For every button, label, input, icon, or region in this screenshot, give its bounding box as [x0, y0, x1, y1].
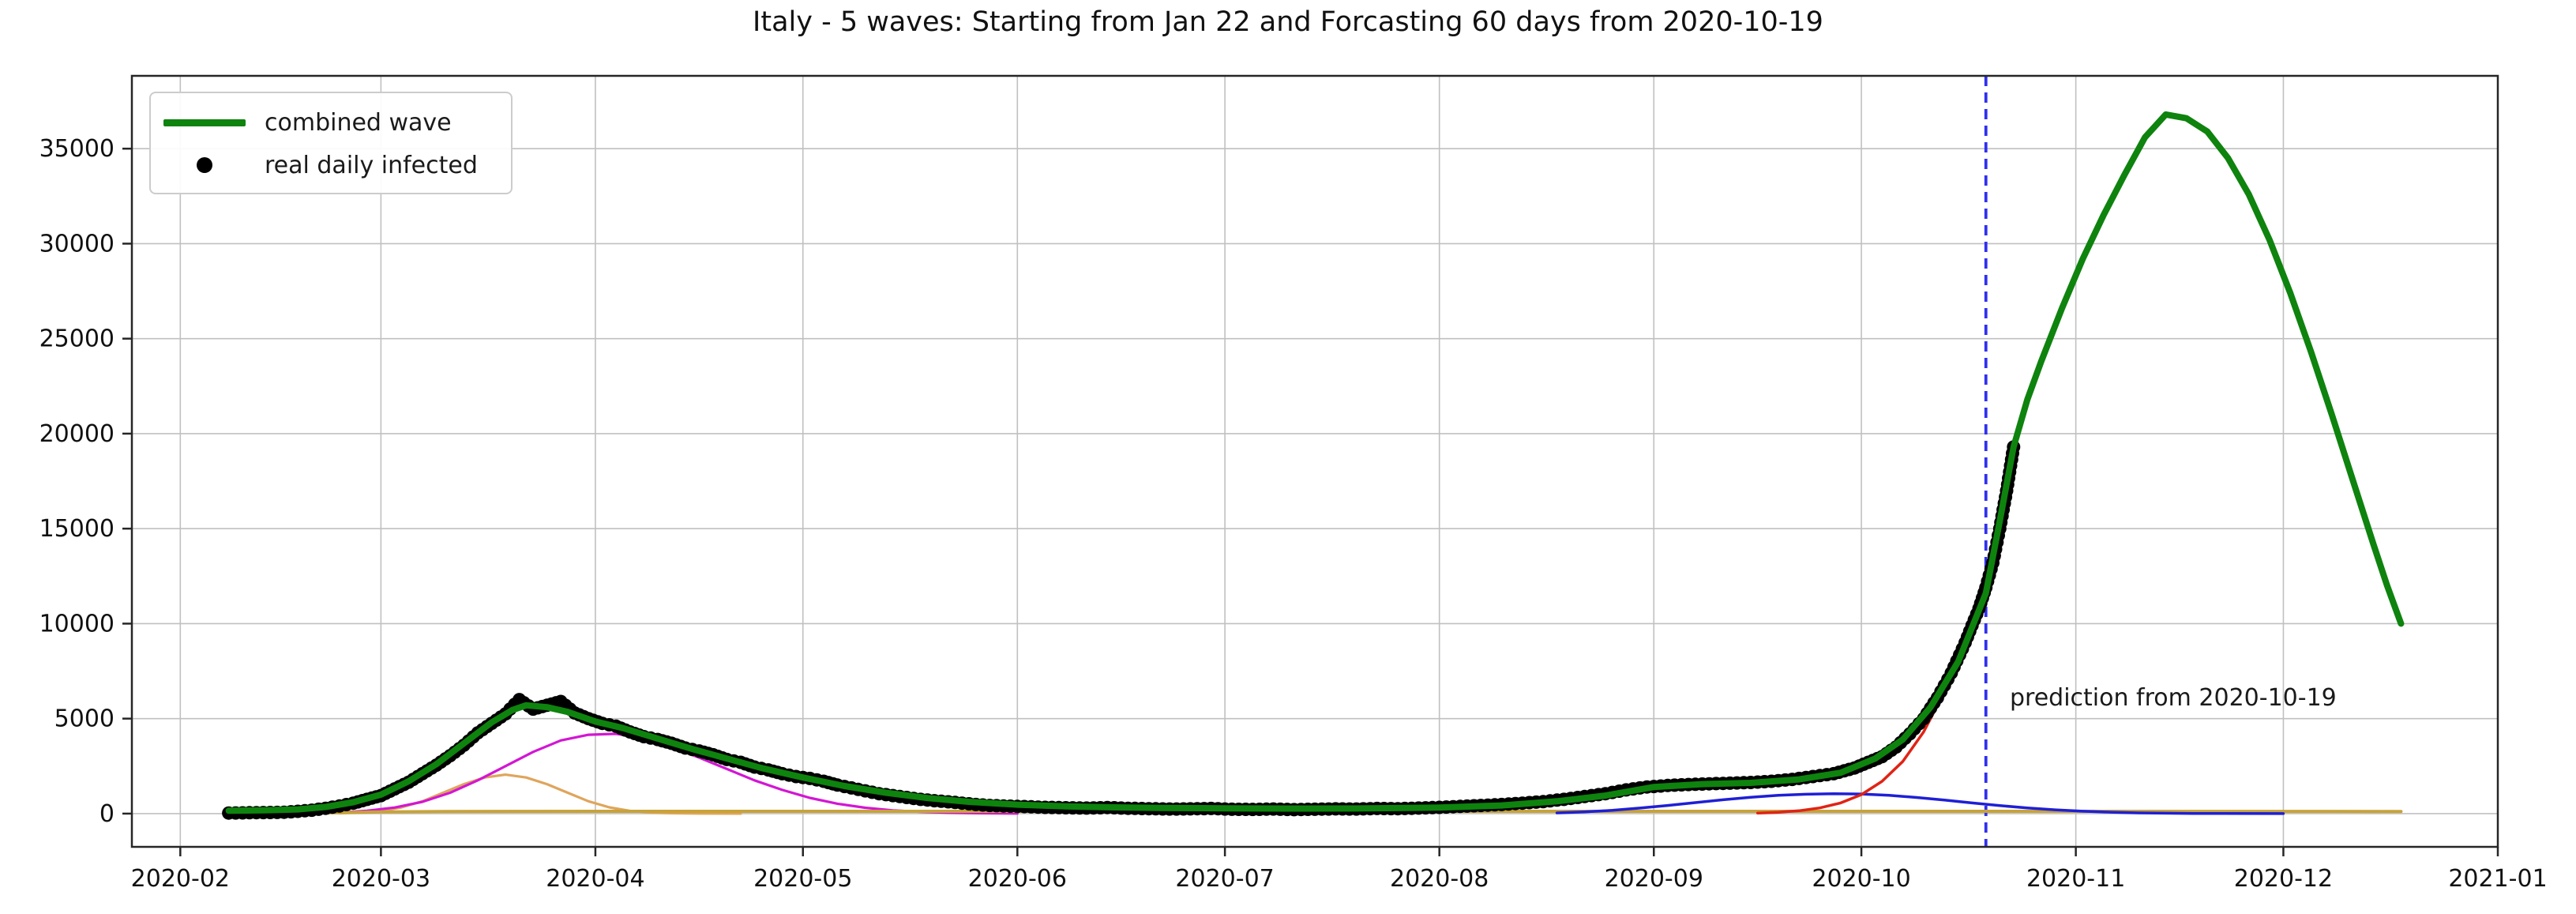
x-tick-label: 2020-03: [332, 865, 430, 893]
legend-line-swatch: [163, 118, 246, 126]
real-daily-infected-dots: [222, 440, 2021, 820]
x-tick-label: 2021-01: [2448, 865, 2547, 893]
x-tick-label: 2020-11: [2026, 865, 2125, 893]
y-tick-label: 0: [100, 800, 115, 828]
y-tick-label: 15000: [39, 515, 115, 543]
chart-title: Italy - 5 waves: Starting from Jan 22 an…: [753, 6, 1823, 38]
combined-wave-line-icon: [163, 118, 246, 126]
plot-border: [130, 74, 2499, 848]
legend-item-real-daily-infected: real daily infected: [163, 144, 498, 186]
y-tick-label: 5000: [54, 705, 115, 733]
legend-label-real-daily-infected: real daily infected: [265, 151, 478, 179]
y-tick-label: 20000: [39, 420, 115, 448]
legend: combined wave real daily infected: [149, 92, 513, 194]
real-data-dot-icon: [197, 157, 212, 173]
y-tick-label: 30000: [39, 230, 115, 258]
series-path-combined-wave: [225, 111, 2405, 814]
y-tick-label: 25000: [39, 325, 115, 353]
x-tick-label: 2020-06: [968, 865, 1067, 893]
x-tick-label: 2020-10: [1812, 865, 1910, 893]
prediction-annotation: prediction from 2020-10-19: [2010, 684, 2337, 712]
legend-dot-swatch: [163, 157, 246, 173]
x-tick-label: 2020-02: [131, 865, 230, 893]
x-tick-label: 2020-07: [1175, 865, 1274, 893]
x-tick-label: 2020-04: [546, 865, 644, 893]
legend-label-combined-wave: combined wave: [265, 108, 452, 137]
y-tick-label: 35000: [39, 135, 115, 163]
x-tick-label: 2020-12: [2234, 865, 2333, 893]
series-path-wave-4-blue-: [1555, 792, 2285, 815]
x-tick-label: 2020-08: [1390, 865, 1489, 893]
x-tick-label: 2020-05: [753, 865, 852, 893]
y-tick-label: 10000: [39, 610, 115, 638]
legend-item-combined-wave: combined wave: [163, 101, 498, 144]
x-tick-label: 2020-09: [1605, 865, 1703, 893]
